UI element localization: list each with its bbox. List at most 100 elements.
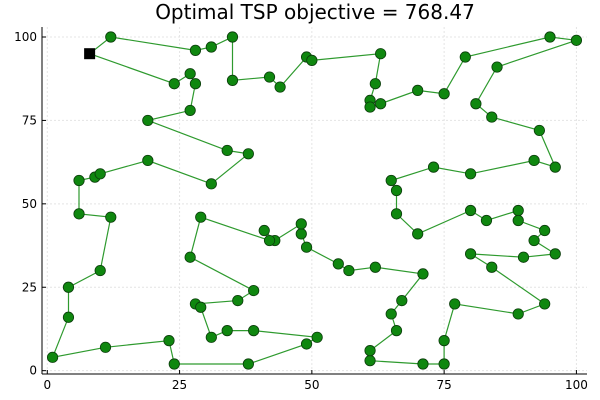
depot-marker — [84, 48, 96, 60]
city-point — [263, 234, 276, 247]
x-tick-label: 25 — [172, 378, 187, 392]
city-point — [205, 178, 217, 190]
points-layer — [46, 31, 583, 370]
city-point — [512, 308, 524, 320]
city-point — [248, 284, 260, 297]
city-point — [105, 31, 117, 43]
city-point — [300, 241, 313, 253]
city-point — [396, 294, 408, 307]
city-point — [184, 251, 196, 263]
city-point — [263, 71, 276, 83]
city-point — [73, 208, 85, 220]
city-point — [427, 161, 440, 173]
city-point — [512, 204, 524, 217]
city-point — [300, 338, 313, 350]
city-point — [94, 264, 106, 277]
city-point — [189, 78, 202, 90]
city-point — [464, 204, 477, 217]
city-point — [306, 54, 318, 66]
city-point — [163, 335, 175, 347]
city-point — [385, 308, 397, 320]
chart-title: Optimal TSP objective = 768.47 — [155, 0, 475, 24]
city-point — [375, 98, 387, 110]
city-point — [417, 268, 429, 280]
city-point — [480, 214, 493, 227]
city-point — [142, 154, 154, 167]
city-point — [248, 325, 260, 337]
city-point — [195, 211, 207, 223]
city-point — [168, 358, 180, 370]
city-point — [295, 218, 307, 230]
city-point — [258, 224, 270, 237]
city-point — [46, 351, 59, 363]
city-point — [491, 61, 503, 73]
x-tick-label: 50 — [304, 378, 319, 392]
city-point — [62, 311, 75, 323]
city-point — [99, 341, 112, 353]
city-point — [221, 144, 233, 157]
city-point — [311, 331, 323, 343]
city-point — [94, 168, 106, 180]
city-point — [438, 88, 450, 100]
city-point — [184, 68, 196, 80]
city-point — [205, 331, 217, 343]
y-tick-label: 50 — [22, 197, 37, 211]
city-point — [417, 358, 429, 370]
city-point — [375, 48, 387, 60]
x-tick-label: 75 — [436, 378, 451, 392]
city-point — [486, 111, 498, 123]
city-point — [528, 154, 540, 167]
city-point — [295, 228, 307, 240]
city-point — [438, 358, 450, 370]
city-point — [459, 51, 471, 63]
city-point — [517, 251, 530, 263]
x-tick-label: 0 — [43, 378, 51, 392]
y-tick-label: 0 — [29, 364, 37, 378]
city-point — [390, 208, 403, 220]
city-point — [412, 228, 424, 240]
city-point — [184, 104, 196, 117]
city-point — [570, 34, 583, 46]
y-tick-label: 25 — [22, 280, 37, 294]
city-point — [549, 161, 561, 173]
city-point — [549, 248, 561, 260]
city-point — [369, 261, 381, 273]
city-point — [528, 234, 540, 247]
city-point — [512, 214, 524, 227]
city-point — [539, 224, 551, 237]
city-point — [343, 264, 355, 277]
city-point — [226, 31, 239, 43]
city-point — [390, 325, 403, 337]
city-point — [221, 325, 233, 337]
city-point — [385, 174, 397, 187]
city-point — [533, 124, 545, 137]
axes-layer: 0 25 50 75 100 0 25 50 75 100 — [14, 27, 588, 392]
city-point — [364, 345, 376, 357]
city-point — [73, 174, 85, 187]
city-point — [232, 294, 244, 307]
city-point — [539, 298, 551, 310]
city-point — [105, 211, 117, 223]
city-point — [364, 355, 376, 367]
city-point — [142, 114, 154, 127]
x-tick-label: 100 — [565, 378, 588, 392]
city-point — [390, 184, 403, 197]
city-point — [470, 98, 482, 110]
city-point — [438, 335, 450, 347]
city-point — [369, 78, 381, 90]
city-point — [412, 84, 424, 96]
y-tick-label: 100 — [14, 30, 37, 44]
city-point — [205, 41, 217, 53]
city-point — [62, 281, 75, 293]
city-point — [364, 101, 376, 113]
city-point — [189, 44, 202, 56]
city-point — [449, 298, 461, 310]
city-point — [274, 81, 286, 93]
city-point — [464, 248, 477, 260]
city-point — [486, 261, 498, 273]
city-point — [168, 78, 180, 90]
city-point — [544, 31, 556, 43]
y-tick-label: 75 — [22, 113, 37, 127]
